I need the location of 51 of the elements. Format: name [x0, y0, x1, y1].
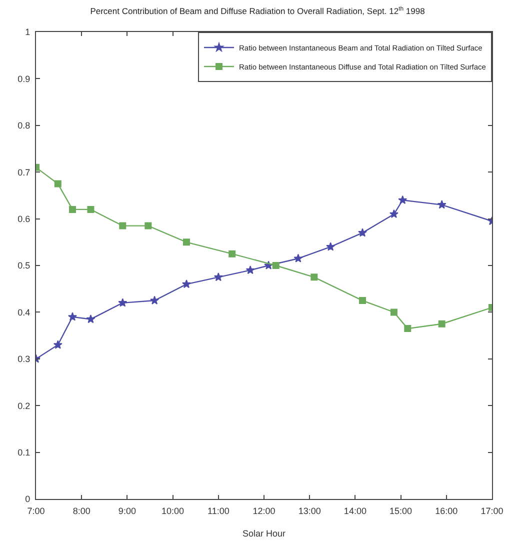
point [54, 180, 62, 188]
y-tick-label: 0.9 [18, 74, 30, 84]
point [53, 340, 62, 349]
point [68, 312, 77, 321]
x-tick-label: 9:00 [118, 506, 136, 516]
point [358, 228, 367, 237]
point [389, 209, 398, 218]
x-tick-label: 13:00 [298, 506, 321, 516]
point [68, 206, 76, 213]
point [326, 242, 336, 251]
x-tick-label: 8:00 [72, 506, 90, 516]
point [87, 206, 94, 213]
y-tick-label: 0.6 [18, 214, 30, 224]
point [182, 238, 190, 246]
x-tick-label: 7:00 [27, 506, 45, 516]
x-tick-label: 10:00 [162, 506, 184, 516]
x-tick-label: 14:00 [344, 506, 366, 516]
y-tick-label: 0.7 [18, 167, 30, 178]
point [310, 274, 318, 281]
point [118, 298, 128, 307]
x-tick-label: 17:00 [480, 506, 504, 516]
y-tick-label: 0 [25, 494, 30, 504]
y-tick-label: 0.2 [18, 400, 30, 411]
x-axis-title: Solar Hour [242, 528, 286, 539]
x-tick-label: 16:00 [435, 506, 458, 516]
y-tick-label: 0.8 [18, 120, 30, 131]
point [398, 195, 408, 204]
point [438, 320, 446, 328]
chart-title: Percent Contribution of Beam and Diffuse Radiation to Overall Radiation, Sept. 12$^{th}$ 1998 [90, 6, 426, 16]
point [437, 200, 446, 209]
point [86, 314, 96, 324]
point [359, 297, 366, 304]
x-tick-label: 12:00 [252, 506, 276, 516]
point [214, 272, 223, 282]
point [294, 254, 303, 262]
point [390, 308, 398, 316]
x-tick-label: 15:00 [390, 506, 412, 516]
point [144, 222, 152, 230]
y-tick-label: 0.3 [18, 354, 30, 364]
y-tick-label: 0.1 [18, 447, 30, 458]
point [404, 325, 412, 332]
x-tick-label: 11:00 [207, 506, 230, 516]
point [119, 222, 126, 230]
y-tick-label: 1 [25, 27, 30, 38]
point [150, 296, 160, 304]
point [182, 279, 191, 288]
y-tick-label: 0.4 [18, 307, 30, 318]
point [272, 262, 280, 269]
point [228, 250, 236, 258]
point [246, 265, 255, 274]
y-tick-label: 0.5 [18, 260, 30, 271]
